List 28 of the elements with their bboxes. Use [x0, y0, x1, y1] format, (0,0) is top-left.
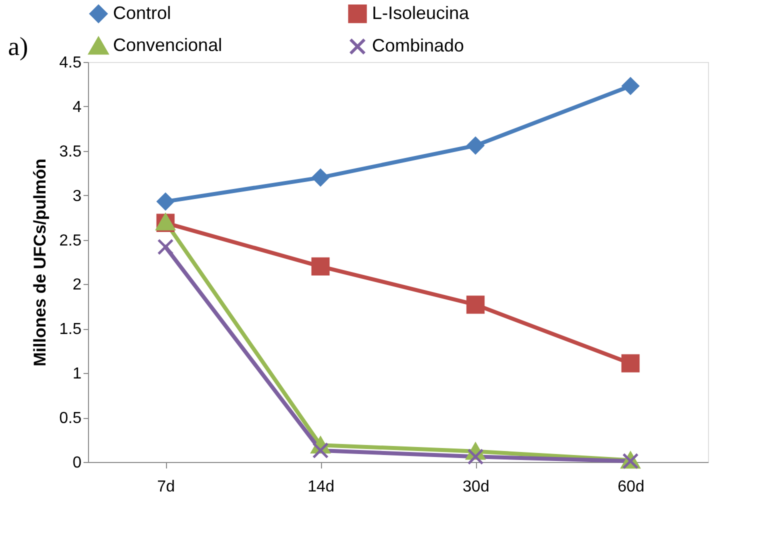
- legend-label: Control: [113, 2, 172, 23]
- point: [622, 77, 640, 95]
- point: [621, 354, 640, 372]
- y-axis-title: Millones de UFCs/pulmón: [30, 158, 50, 366]
- legend-label: Convencional: [113, 35, 222, 55]
- point: [466, 296, 485, 314]
- y-tick-label: 0: [72, 454, 82, 472]
- x-tick-label: 60d: [618, 478, 644, 496]
- x-tick-label: 7d: [157, 478, 175, 496]
- y-tick-label: 1.5: [59, 321, 82, 338]
- x-tick-label: 30d: [462, 478, 490, 496]
- y-tick-label: 1: [72, 366, 82, 383]
- point: [312, 168, 330, 186]
- point: [156, 192, 174, 210]
- y-tick-label: 2: [72, 276, 82, 294]
- x-tick-label: 14d: [308, 478, 334, 496]
- legend-label: Combinado: [372, 36, 464, 56]
- y-tick-label: 0.5: [59, 410, 82, 428]
- y-tick-label: 3.5: [59, 143, 82, 160]
- y-tick-label: 3: [72, 188, 82, 205]
- legend-label: L-Isoleucina: [372, 2, 470, 23]
- point: [157, 238, 174, 256]
- y-tick-label: 4: [72, 98, 82, 116]
- point: [311, 257, 330, 276]
- text: a): [8, 32, 28, 61]
- point: [466, 136, 484, 154]
- y-tick-label: 2.5: [59, 232, 82, 250]
- y-tick-label: 4.5: [59, 54, 82, 72]
